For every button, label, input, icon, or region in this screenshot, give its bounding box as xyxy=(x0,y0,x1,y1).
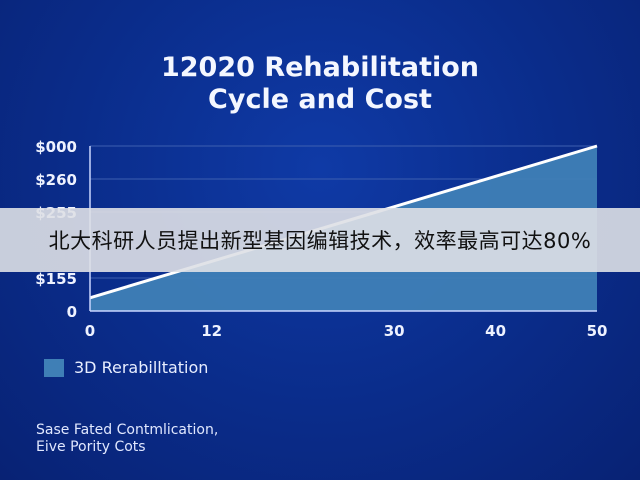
x-tick-label: 50 xyxy=(587,322,608,340)
chart-title-line-2: Cycle and Cost xyxy=(208,84,432,115)
x-tick-label: 30 xyxy=(384,322,405,340)
chart-footnote: Sase Fated Contmlication, Eive Pority Co… xyxy=(36,422,218,456)
news-banner: 北大科研人员提出新型基因编辑技术，效率最高可达80% xyxy=(0,208,640,272)
banner-text: 北大科研人员提出新型基因编辑技术，效率最高可达80% xyxy=(48,229,592,253)
x-tick-label: 40 xyxy=(485,322,506,340)
x-tick-label: 0 xyxy=(85,322,95,340)
footnote-line-1: Sase Fated Contmlication, xyxy=(36,422,219,438)
x-tick-label: 12 xyxy=(201,322,222,340)
y-tick-label: $000 xyxy=(35,138,77,156)
y-tick-label: $155 xyxy=(35,270,77,288)
chart-title: 12020 Rehabilitation Cycle and Cost xyxy=(0,52,640,116)
y-tick-label: $260 xyxy=(35,171,77,189)
chart-title-line-1: 12020 Rehabilitation xyxy=(160,52,480,83)
legend-swatch xyxy=(44,358,64,377)
legend-label: 3D Rerabilltation xyxy=(74,358,209,377)
footnote-line-2: Eive Pority Cots xyxy=(36,439,146,455)
chart-legend: 3D Rerabilltation xyxy=(44,358,208,377)
y-tick-label: 0 xyxy=(67,303,77,321)
